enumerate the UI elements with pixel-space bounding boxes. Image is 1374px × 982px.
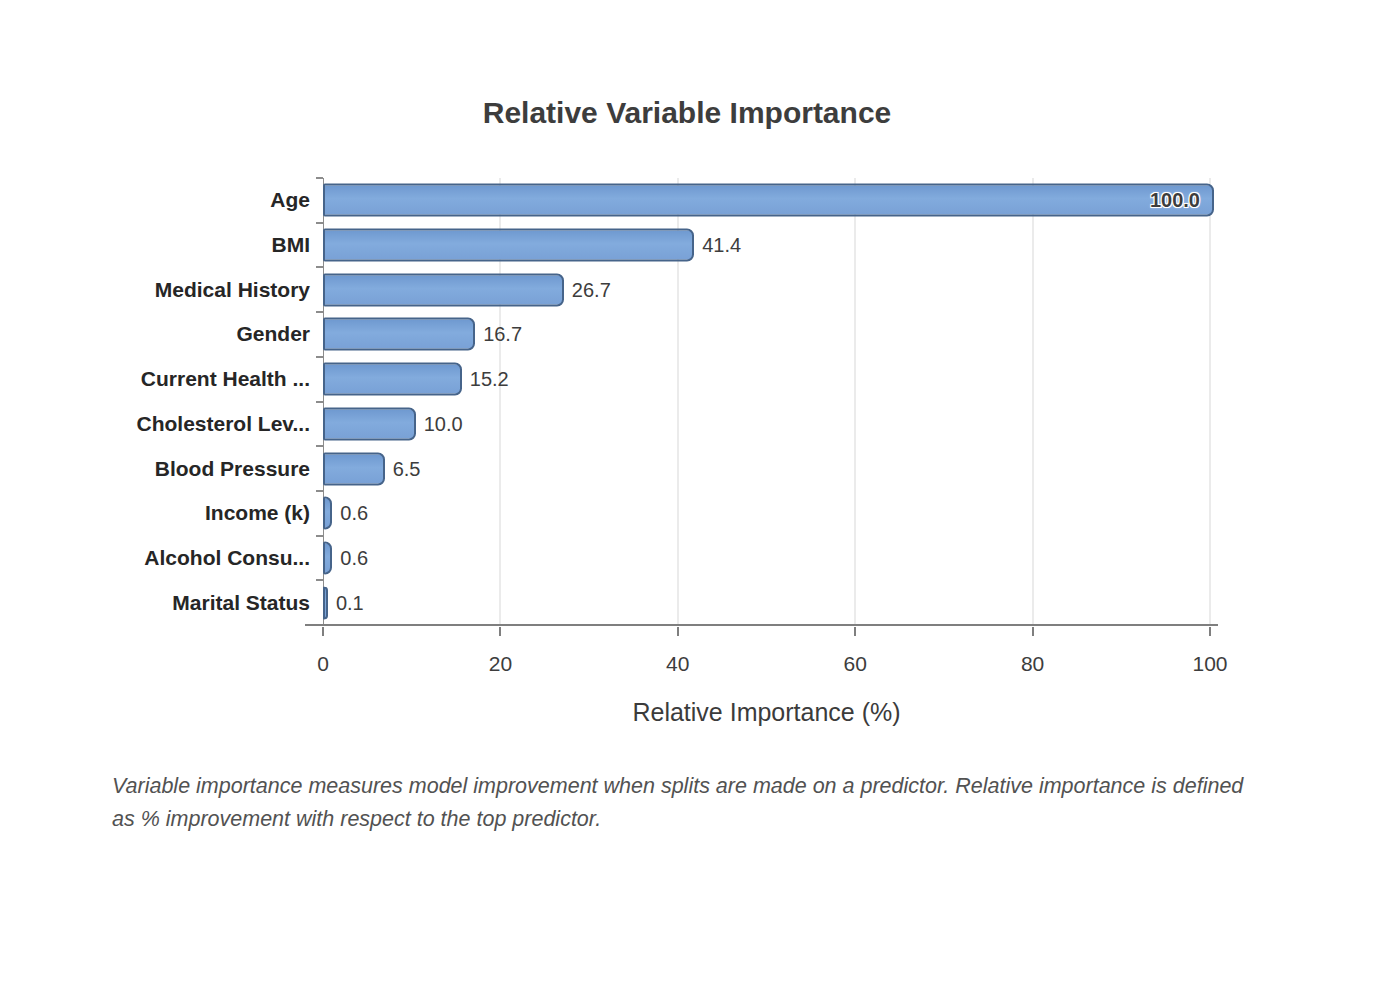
bar-row: Marital Status0.1	[323, 580, 1210, 625]
category-label: Blood Pressure	[155, 457, 310, 481]
bar	[323, 586, 328, 619]
bar-row: Gender16.7	[323, 312, 1210, 357]
y-axis-tick	[316, 266, 323, 268]
category-label: Alcohol Consu...	[144, 546, 310, 570]
category-label: Marital Status	[172, 591, 310, 615]
bar	[323, 229, 694, 262]
x-tick-label: 20	[489, 652, 512, 676]
x-axis-tick	[677, 627, 679, 636]
value-label: 41.4	[702, 234, 741, 257]
x-axis-tick	[499, 627, 501, 636]
category-label: Gender	[236, 322, 310, 346]
bar-row: Cholesterol Lev...10.0	[323, 402, 1210, 447]
x-tick-label: 60	[844, 652, 867, 676]
x-axis-tick	[322, 627, 324, 636]
bar	[323, 497, 332, 530]
chart-title: Relative Variable Importance	[0, 96, 1374, 130]
value-label: 100.0	[1150, 189, 1200, 212]
x-axis-title: Relative Importance (%)	[323, 698, 1210, 727]
bar	[323, 318, 475, 351]
value-label: 6.5	[393, 457, 421, 480]
y-axis-tick	[316, 356, 323, 358]
plot-area: Age100.0BMI41.4Medical History26.7Gender…	[323, 178, 1210, 625]
category-label: BMI	[272, 233, 311, 257]
y-axis-tick	[316, 177, 323, 179]
value-label: 15.2	[470, 368, 509, 391]
bar	[323, 452, 385, 485]
x-tick-label: 80	[1021, 652, 1044, 676]
value-label: 26.7	[572, 278, 611, 301]
bar-row: Medical History26.7	[323, 267, 1210, 312]
bar-row: Current Health ...15.2	[323, 357, 1210, 402]
y-axis-tick	[316, 535, 323, 537]
x-axis-tick	[1209, 627, 1211, 636]
category-label: Age	[270, 188, 310, 212]
x-axis-tick	[1032, 627, 1034, 636]
bar	[323, 407, 416, 440]
x-tick-label: 100	[1192, 652, 1227, 676]
bar	[323, 363, 462, 396]
bar	[323, 273, 564, 306]
value-label: 0.6	[340, 502, 368, 525]
x-axis-tick	[854, 627, 856, 636]
chart-figure: Relative Variable Importance Age100.0BMI…	[0, 0, 1374, 982]
y-axis-tick	[316, 579, 323, 581]
y-axis-tick	[316, 311, 323, 313]
x-axis: 020406080100	[323, 626, 1210, 686]
x-tick-label: 0	[317, 652, 329, 676]
category-label: Cholesterol Lev...	[137, 412, 311, 436]
bar-row: Blood Pressure6.5	[323, 446, 1210, 491]
bar	[323, 541, 332, 574]
y-axis-tick	[316, 445, 323, 447]
chart-caption: Variable importance measures model impro…	[112, 770, 1262, 835]
category-label: Income (k)	[205, 501, 310, 525]
y-axis-tick	[316, 401, 323, 403]
bar-row: Income (k)0.6	[323, 491, 1210, 536]
y-axis-tick	[316, 490, 323, 492]
value-label: 0.1	[336, 591, 364, 614]
bar-row: Alcohol Consu...0.6	[323, 536, 1210, 581]
x-tick-label: 40	[666, 652, 689, 676]
bar	[323, 184, 1214, 217]
bar-row: BMI41.4	[323, 223, 1210, 268]
value-label: 16.7	[483, 323, 522, 346]
value-label: 0.6	[340, 546, 368, 569]
category-label: Current Health ...	[141, 367, 310, 391]
value-label: 10.0	[424, 412, 463, 435]
y-axis-tick	[316, 222, 323, 224]
category-label: Medical History	[155, 278, 310, 302]
bar-row: Age100.0	[323, 178, 1210, 223]
